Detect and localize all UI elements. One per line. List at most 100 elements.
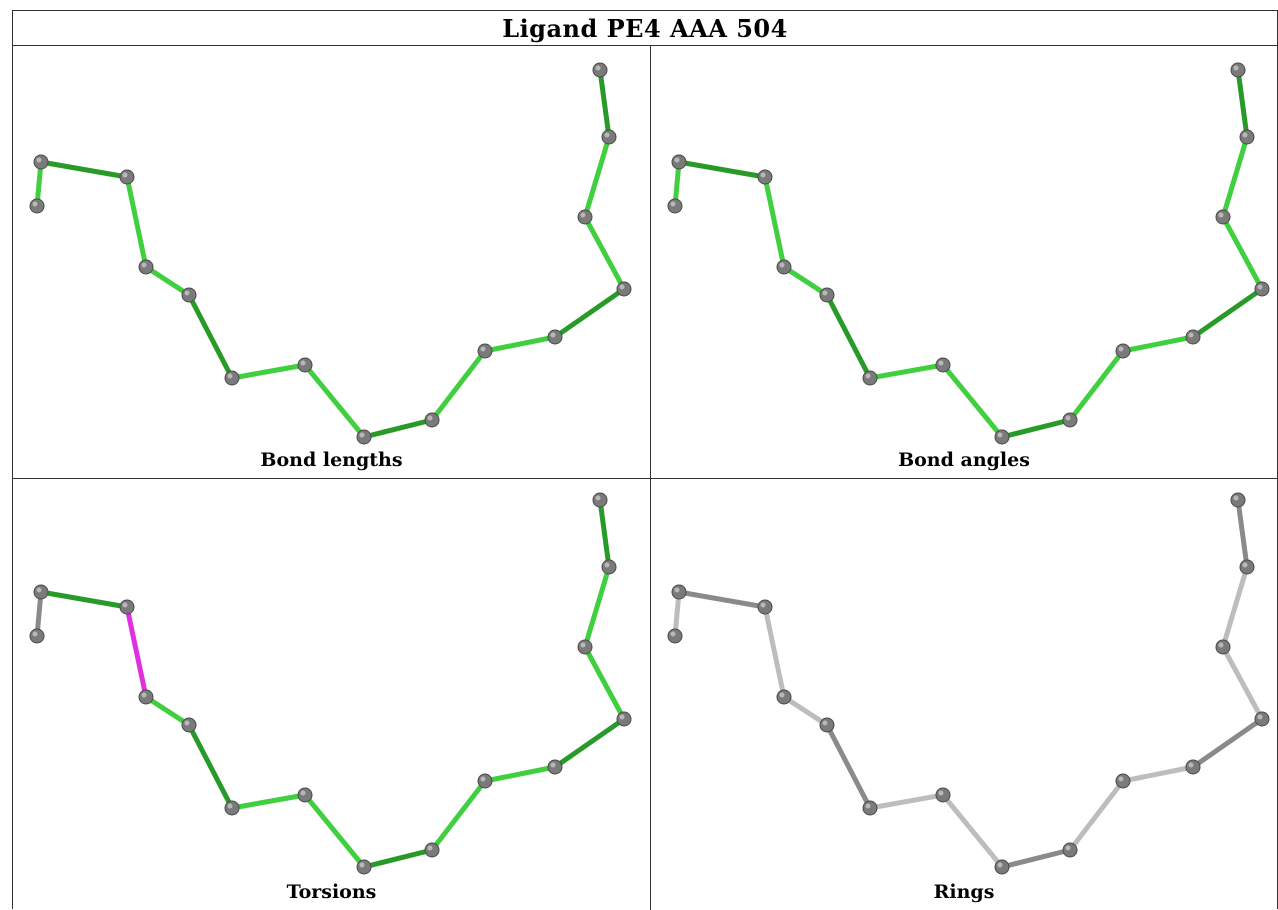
- atom-highlight-14: [1233, 495, 1239, 501]
- bond-9: [482, 334, 558, 354]
- atom-highlight-1: [674, 587, 680, 593]
- atom-highlight-6: [300, 360, 306, 366]
- atom-9: [1115, 773, 1131, 789]
- bond-13: [1235, 497, 1250, 570]
- bond-12: [1220, 134, 1250, 220]
- atom-highlight-6: [938, 790, 944, 796]
- atom-5: [224, 800, 240, 816]
- atom-highlight-2: [760, 172, 766, 178]
- bond-1: [676, 589, 768, 610]
- atom-highlight-11: [619, 284, 625, 290]
- panel-bond-angles: Bond angles: [651, 46, 1277, 478]
- atom-highlight-3: [141, 262, 147, 268]
- atom-9: [1115, 343, 1131, 359]
- atom-3: [776, 689, 792, 705]
- figure-frame: Ligand PE4 AAA 504 Bond lengths Bond ang…: [12, 10, 1278, 910]
- atom-12: [577, 209, 593, 225]
- panel-caption-bond-lengths: Bond lengths: [260, 449, 403, 471]
- atom-highlight-14: [595, 495, 601, 501]
- atom-highlight-13: [604, 562, 610, 568]
- atom-highlight-8: [1065, 415, 1071, 421]
- atom-highlight-5: [865, 803, 871, 809]
- atom-highlight-14: [595, 65, 601, 71]
- atom-1: [671, 154, 687, 170]
- panel-bond-lengths: Bond lengths: [13, 46, 650, 478]
- atom-13: [1239, 129, 1255, 145]
- atom-highlight-7: [997, 432, 1003, 438]
- atom-7: [994, 429, 1010, 445]
- bond-5: [229, 362, 308, 381]
- atom-highlight-9: [480, 346, 486, 352]
- bond-1: [676, 159, 768, 180]
- bond-8: [429, 348, 488, 423]
- atom-11: [1254, 711, 1270, 727]
- atom-12: [577, 639, 593, 655]
- bond-2: [762, 604, 787, 700]
- atom-highlight-12: [580, 642, 586, 648]
- atom-highlight-11: [1257, 284, 1263, 290]
- bond-4: [824, 292, 873, 381]
- atom-7: [356, 859, 372, 875]
- atom-10: [1185, 759, 1201, 775]
- bond-10: [552, 286, 627, 340]
- bond-2: [124, 174, 149, 270]
- bond-12: [582, 564, 612, 650]
- bond-9: [1120, 334, 1196, 354]
- atom-highlight-3: [141, 692, 147, 698]
- atom-8: [1062, 412, 1078, 428]
- bond-4: [186, 292, 235, 381]
- bond-4: [186, 722, 235, 811]
- atom-highlight-3: [779, 692, 785, 698]
- atom-0: [667, 628, 683, 644]
- atom-7: [994, 859, 1010, 875]
- atom-14: [592, 492, 608, 508]
- atom-highlight-4: [184, 290, 190, 296]
- atom-11: [1254, 281, 1270, 297]
- atom-6: [935, 357, 951, 373]
- atom-highlight-11: [1257, 714, 1263, 720]
- bond-11: [1220, 644, 1265, 722]
- bond-9: [482, 764, 558, 784]
- atom-highlight-9: [480, 776, 486, 782]
- bond-8: [1067, 778, 1126, 853]
- atom-highlight-7: [359, 432, 365, 438]
- atom-highlight-14: [1233, 65, 1239, 71]
- atom-4: [819, 717, 835, 733]
- bond-7: [361, 417, 435, 440]
- atom-highlight-7: [997, 862, 1003, 868]
- atom-1: [671, 584, 687, 600]
- atom-highlight-6: [300, 790, 306, 796]
- molecule-view-rings: [667, 492, 1270, 875]
- molecule-view-bond-lengths: [29, 62, 632, 445]
- bond-8: [1067, 348, 1126, 423]
- bond-2: [124, 604, 149, 700]
- panel-caption-bond-angles: Bond angles: [898, 449, 1030, 471]
- atom-2: [757, 169, 773, 185]
- bond-10: [1190, 286, 1265, 340]
- atom-highlight-4: [822, 290, 828, 296]
- atom-highlight-6: [938, 360, 944, 366]
- atom-4: [181, 717, 197, 733]
- panel-torsions: Torsions: [13, 479, 650, 910]
- atom-4: [181, 287, 197, 303]
- atom-highlight-13: [1242, 132, 1248, 138]
- atom-11: [616, 281, 632, 297]
- atom-highlight-10: [1188, 762, 1194, 768]
- atom-12: [1215, 209, 1231, 225]
- atom-7: [356, 429, 372, 445]
- bond-8: [429, 778, 488, 853]
- atom-highlight-12: [1218, 642, 1224, 648]
- atom-highlight-3: [779, 262, 785, 268]
- bond-6: [302, 362, 367, 440]
- atom-highlight-4: [184, 720, 190, 726]
- atom-highlight-13: [604, 132, 610, 138]
- bond-10: [552, 716, 627, 770]
- atom-2: [119, 169, 135, 185]
- bond-9: [1120, 764, 1196, 784]
- atom-highlight-9: [1118, 346, 1124, 352]
- atom-0: [667, 198, 683, 214]
- horizontal-divider: [13, 478, 1277, 479]
- atom-highlight-8: [1065, 845, 1071, 851]
- bond-13: [597, 497, 612, 570]
- atom-14: [1230, 492, 1246, 508]
